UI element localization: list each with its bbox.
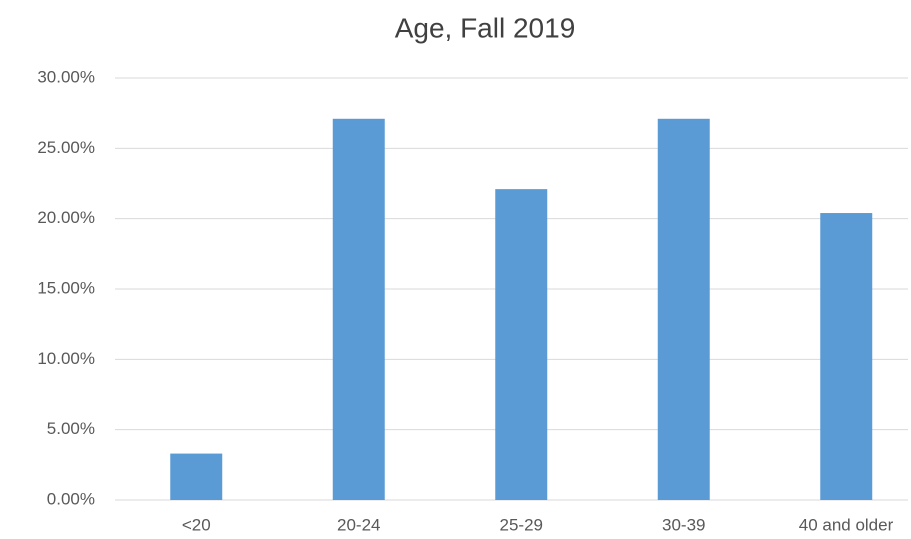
chart-title: Age, Fall 2019 <box>395 12 576 43</box>
bar <box>820 213 873 501</box>
x-tick-label: <20 <box>182 515 211 534</box>
y-tick-label: 0.00% <box>47 489 95 508</box>
y-tick-label: 15.00% <box>37 278 95 297</box>
bar <box>657 118 710 500</box>
y-tick-label: 20.00% <box>37 208 95 227</box>
y-tick-label: 30.00% <box>37 67 95 86</box>
x-tick-label: 20-24 <box>337 515 380 534</box>
x-tick-label: 25-29 <box>500 515 543 534</box>
bar <box>332 118 385 500</box>
x-tick-label: 30-39 <box>662 515 705 534</box>
bar <box>495 189 548 501</box>
y-tick-label: 5.00% <box>47 419 95 438</box>
y-tick-label: 10.00% <box>37 349 95 368</box>
bar <box>170 453 223 500</box>
x-tick-label: 40 and older <box>799 515 894 534</box>
y-tick-label: 25.00% <box>37 138 95 157</box>
